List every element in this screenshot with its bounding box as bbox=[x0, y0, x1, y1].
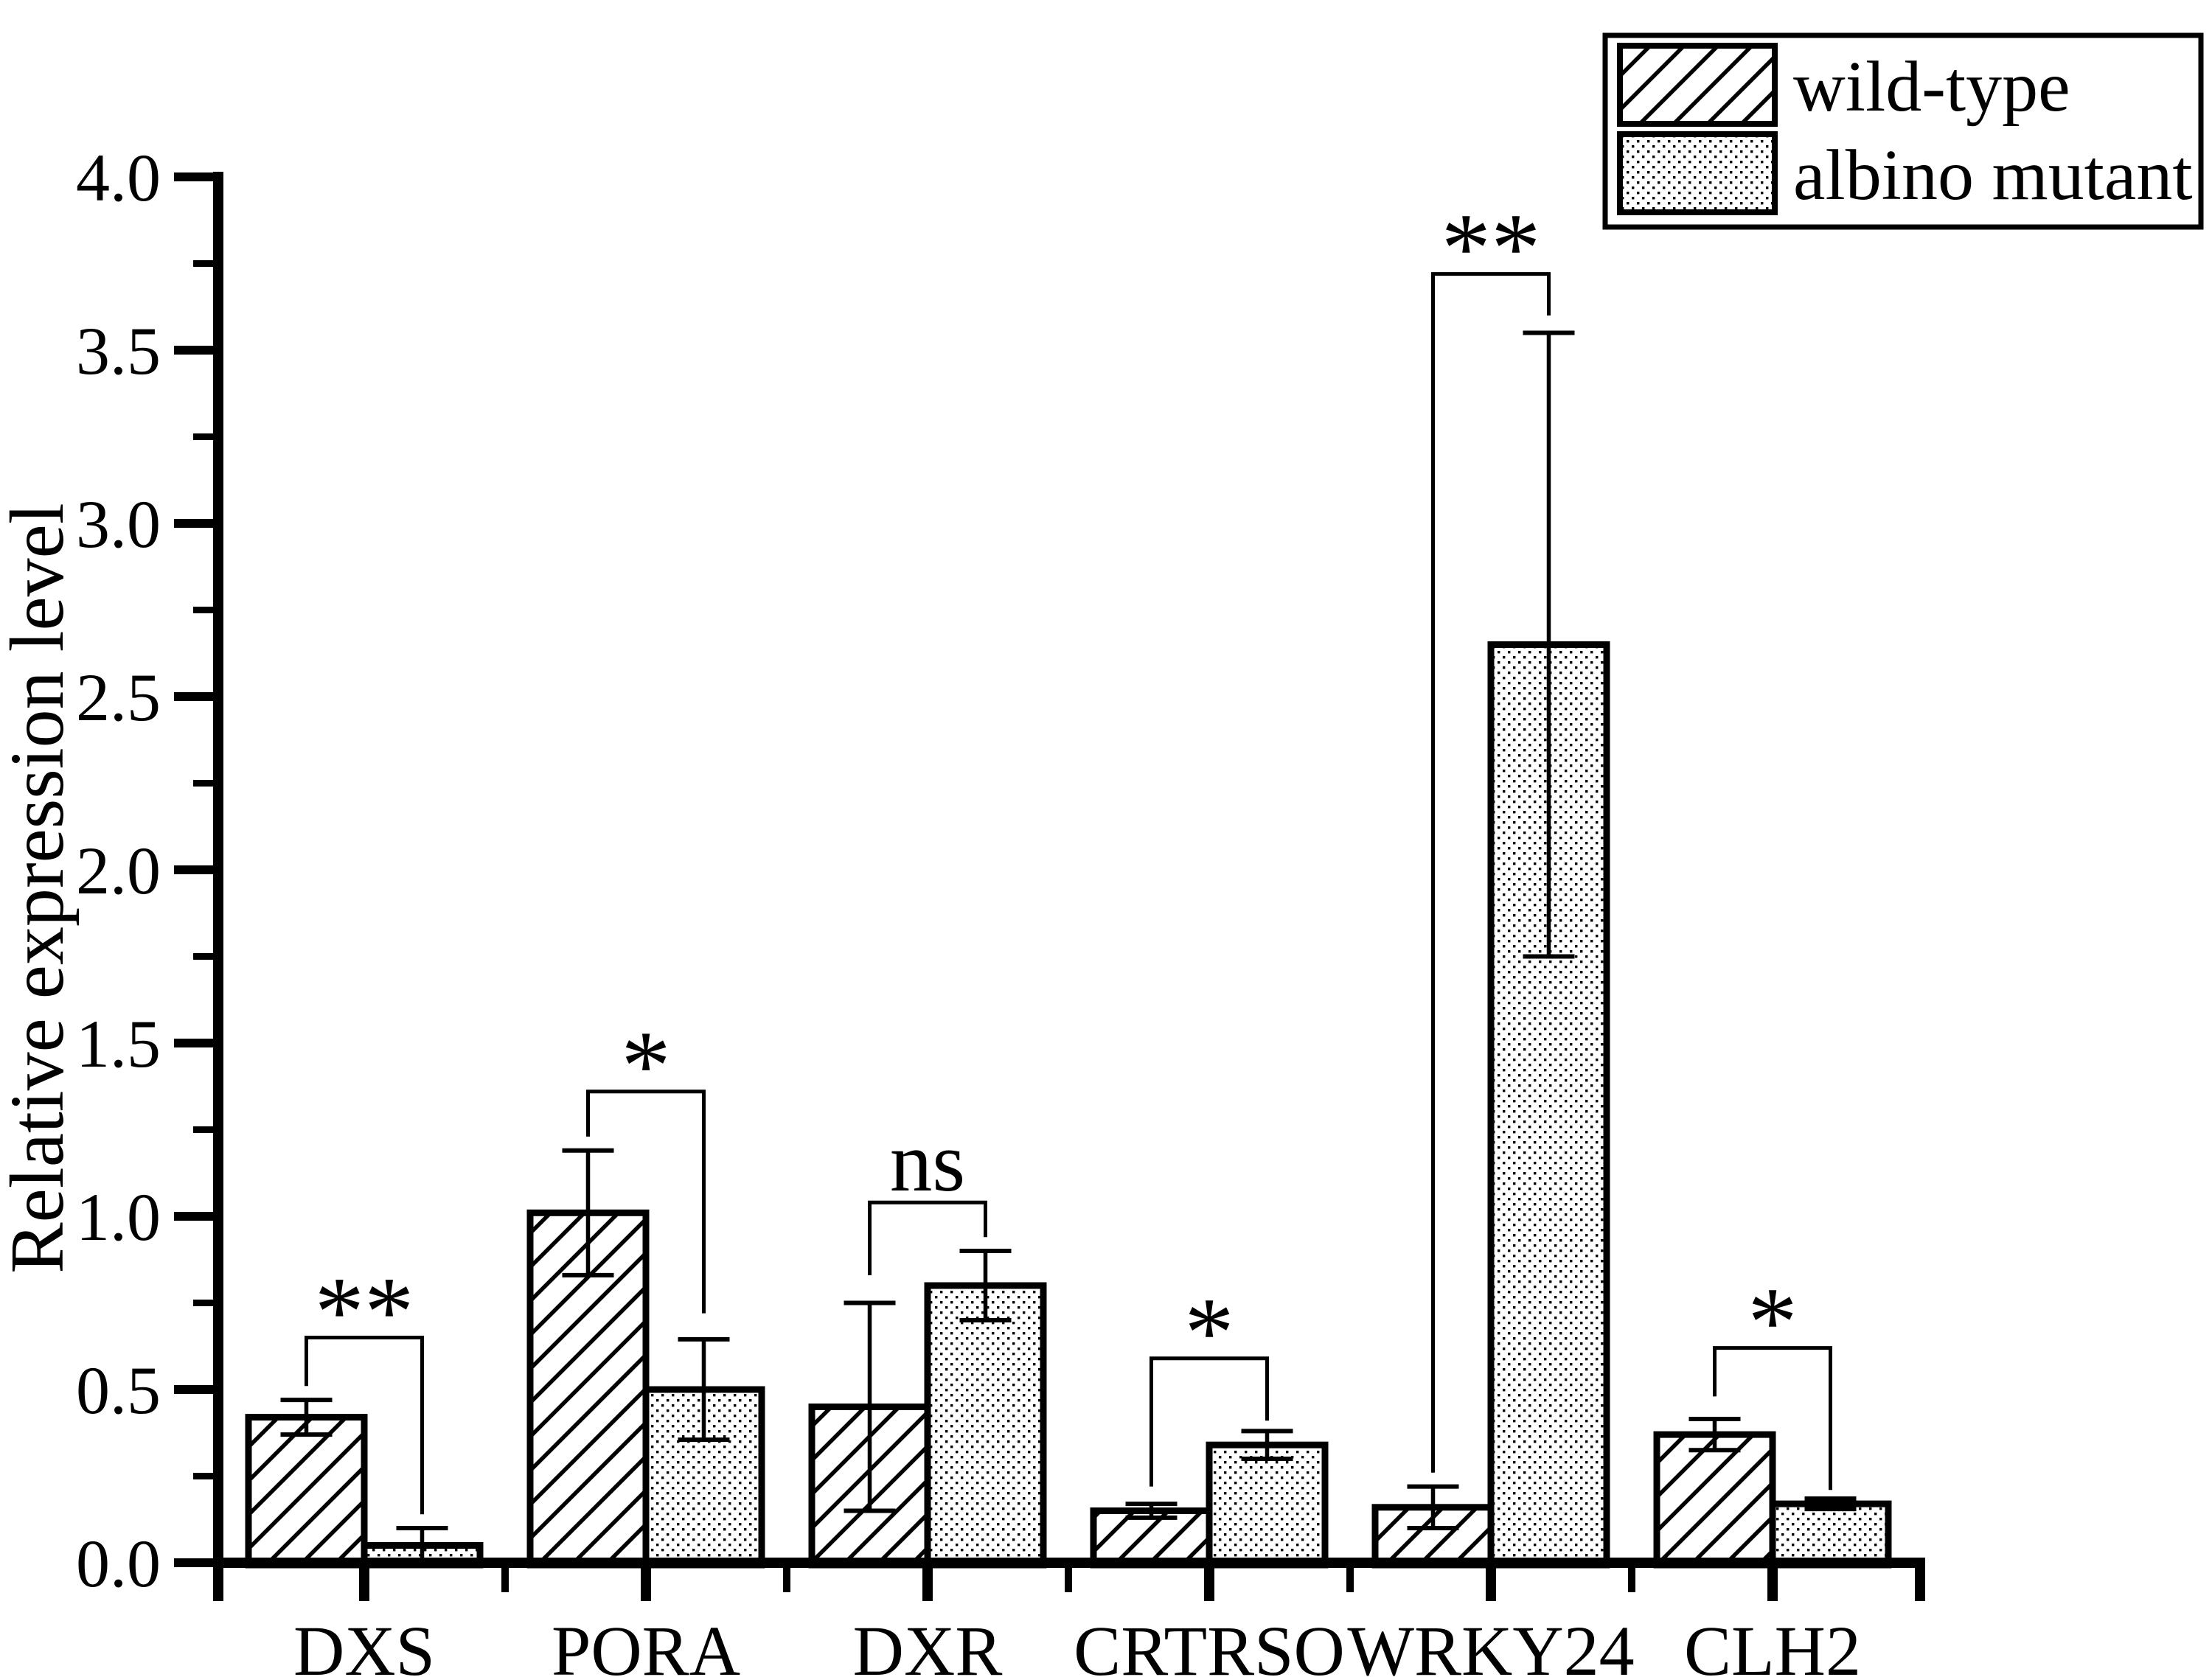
bar-albino-mutant-CRTRSO bbox=[1206, 1441, 1329, 1569]
legend-swatch-diagonal-hatch-icon bbox=[1617, 43, 1778, 127]
y-tick-label: 1.0 bbox=[76, 1179, 161, 1255]
significance-bracket-DXS bbox=[305, 1336, 424, 1515]
y-tick-label: 3.0 bbox=[76, 487, 161, 562]
error-bars-layer bbox=[280, 330, 1857, 1563]
x-category-label-CRTRSO: CRTRSO bbox=[1074, 1611, 1345, 1677]
y-tick-label: 0.0 bbox=[76, 1526, 161, 1601]
significance-label-CLH2: * bbox=[1747, 1268, 1798, 1378]
x-category-label-PORA: PORA bbox=[552, 1611, 740, 1677]
x-category-label-CLH2: CLH2 bbox=[1684, 1611, 1861, 1677]
bar-wild-type-DXS bbox=[245, 1414, 368, 1569]
legend-swatch-dots-icon bbox=[1617, 131, 1778, 215]
significance-label-DXR: ns bbox=[890, 1115, 965, 1209]
x-category-label-DXR: DXR bbox=[853, 1611, 1003, 1677]
y-tick-label: 1.5 bbox=[76, 1006, 161, 1081]
y-axis-title: Relative expression level bbox=[0, 503, 80, 1273]
significance-label-CRTRSO: * bbox=[1184, 1278, 1234, 1388]
significance-bracket-WRKY24 bbox=[1431, 272, 1551, 1473]
significance-label-DXS: ** bbox=[315, 1258, 414, 1367]
legend-label-wild-type: wild-type bbox=[1793, 47, 2070, 127]
bar-albino-mutant-CLH2 bbox=[1769, 1500, 1892, 1569]
y-tick-label: 4.0 bbox=[76, 140, 161, 215]
significance-layer: ***ns**** bbox=[305, 194, 1832, 1515]
y-tick-labels: 0.0 0.5 1.0 1.5 2.0 2.5 3.0 3.5 4.0 bbox=[76, 140, 161, 1601]
bar-wild-type-CLH2 bbox=[1653, 1431, 1776, 1569]
bar-albino-mutant-DXR bbox=[924, 1282, 1047, 1569]
significance-bracket-CLH2 bbox=[1713, 1346, 1832, 1491]
significance-label-PORA: * bbox=[621, 1011, 671, 1121]
axes bbox=[174, 172, 1925, 1601]
y-tick-label: 0.5 bbox=[76, 1353, 161, 1428]
x-category-labels: DXS PORA DXR CRTRSO WRKY24 CLH2 bbox=[293, 1611, 1861, 1677]
legend-label-albino-mutant: albino mutant bbox=[1793, 136, 2193, 215]
y-tick-label: 2.5 bbox=[76, 660, 161, 735]
x-category-label-DXS: DXS bbox=[293, 1611, 435, 1677]
y-tick-label: 3.5 bbox=[76, 313, 161, 388]
x-category-label-WRKY24: WRKY24 bbox=[1347, 1611, 1634, 1677]
significance-label-WRKY24: ** bbox=[1441, 194, 1541, 304]
bars-layer bbox=[245, 641, 1892, 1569]
significance-bracket-DXR bbox=[868, 1200, 987, 1275]
y-tick-label: 2.0 bbox=[76, 833, 161, 908]
significance-bracket-CRTRSO bbox=[1150, 1356, 1269, 1487]
significance-bracket-PORA bbox=[586, 1089, 706, 1314]
legend: wild-type albino mutant bbox=[1602, 32, 2204, 230]
